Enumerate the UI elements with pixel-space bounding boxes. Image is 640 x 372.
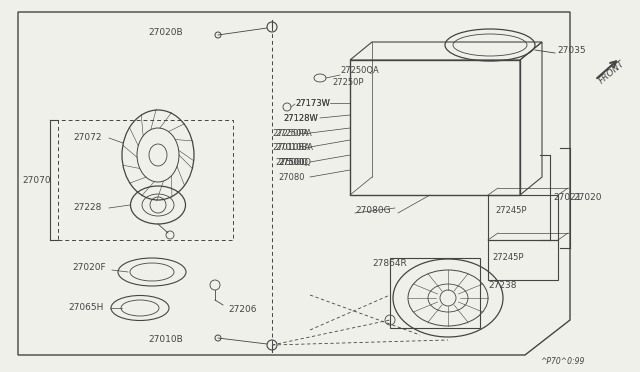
Text: 27128W: 27128W xyxy=(283,113,317,122)
Text: 27070: 27070 xyxy=(22,176,51,185)
Text: 27173W: 27173W xyxy=(295,99,330,108)
Text: 27500: 27500 xyxy=(278,157,305,167)
Text: 27238: 27238 xyxy=(488,280,516,289)
Text: 27864R: 27864R xyxy=(372,259,407,267)
Text: 27500Q: 27500Q xyxy=(278,157,311,167)
Text: FRONT: FRONT xyxy=(597,59,627,85)
Bar xyxy=(350,60,520,195)
Text: 27228: 27228 xyxy=(73,202,101,212)
Text: 27010BA: 27010BA xyxy=(272,142,310,151)
Bar xyxy=(488,240,558,280)
Text: 27245P: 27245P xyxy=(495,205,527,215)
Text: 27500Q: 27500Q xyxy=(275,157,308,167)
Text: 27021: 27021 xyxy=(553,192,582,202)
Bar xyxy=(488,195,558,240)
Text: 27020F: 27020F xyxy=(72,263,106,273)
Text: 27080: 27080 xyxy=(278,173,305,182)
Text: 27065H: 27065H xyxy=(68,304,104,312)
Text: 27128W: 27128W xyxy=(283,113,317,122)
Text: 27250PA: 27250PA xyxy=(272,128,308,138)
Text: 27250P: 27250P xyxy=(332,77,364,87)
Text: 27250QA: 27250QA xyxy=(340,65,379,74)
Text: 27206: 27206 xyxy=(228,305,257,314)
Text: 27020: 27020 xyxy=(573,192,602,202)
Text: 27245P: 27245P xyxy=(492,253,524,263)
Text: 27035: 27035 xyxy=(557,45,586,55)
Text: 27080G: 27080G xyxy=(355,205,390,215)
Text: ^P70^0:99: ^P70^0:99 xyxy=(540,357,584,366)
Bar xyxy=(58,120,233,240)
Text: 27010B: 27010B xyxy=(148,336,183,344)
Text: 27072: 27072 xyxy=(73,132,102,141)
Text: 27020B: 27020B xyxy=(148,28,182,36)
Text: 27250PA: 27250PA xyxy=(275,128,312,138)
Text: 27173W: 27173W xyxy=(295,99,330,108)
Text: 27010BA: 27010BA xyxy=(275,142,313,151)
Bar xyxy=(390,258,480,328)
